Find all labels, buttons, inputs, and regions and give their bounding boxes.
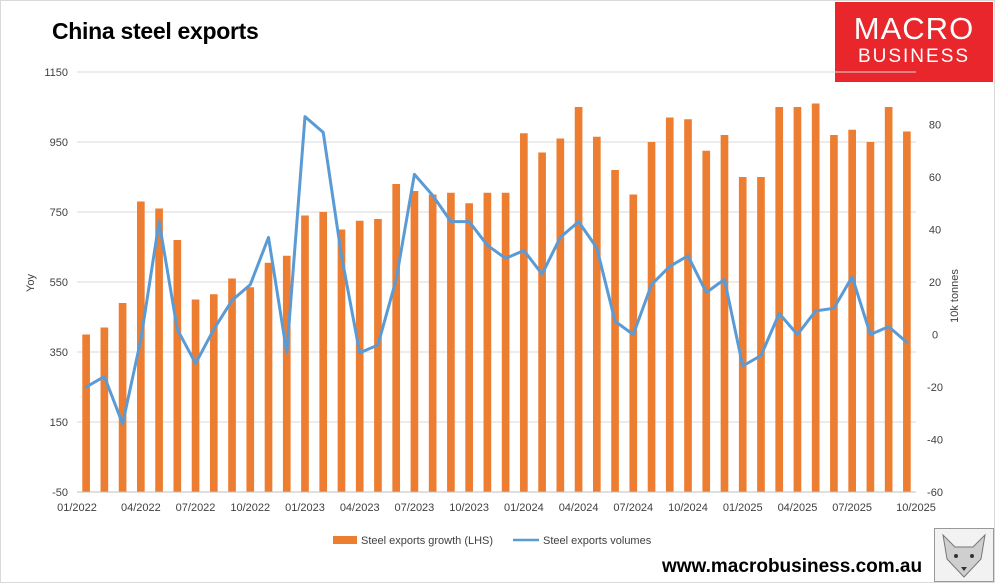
logo-line-2: BUSINESS xyxy=(857,46,971,67)
x-tick-label: 07/2025 xyxy=(832,502,872,514)
bar xyxy=(264,262,273,492)
right-tick-label: 0 xyxy=(932,330,938,342)
fox-mascot-image xyxy=(934,528,994,582)
bar xyxy=(501,192,510,492)
right-tick-label: 40 xyxy=(929,225,941,237)
bar xyxy=(137,201,145,492)
bar xyxy=(775,107,784,492)
legend-bar-label: Steel exports growth (LHS) xyxy=(361,535,493,547)
x-tick-label: 01/2022 xyxy=(57,502,97,514)
volume-line xyxy=(84,115,909,426)
left-tick-label: -50 xyxy=(52,487,68,499)
right-axis-title: 10k tonnes xyxy=(949,269,961,323)
bar xyxy=(209,294,218,492)
macrobusiness-logo[interactable]: MACRO BUSINESS xyxy=(835,2,993,82)
line-series xyxy=(84,115,909,426)
website-link[interactable]: www.macrobusiness.com.au xyxy=(662,556,923,577)
bar xyxy=(447,192,455,492)
bar xyxy=(884,107,893,492)
bar xyxy=(282,255,291,492)
bar xyxy=(647,142,656,492)
bar xyxy=(465,203,473,492)
right-tick-label: 80 xyxy=(929,120,941,132)
left-tick-label: 550 xyxy=(50,277,68,289)
bar xyxy=(392,184,401,492)
bar xyxy=(155,208,163,492)
x-tick-label: 10/2024 xyxy=(668,502,708,514)
x-tick-label: 04/2022 xyxy=(121,502,161,514)
bar xyxy=(574,107,583,492)
bar xyxy=(738,177,747,492)
right-axis: 80 60 40 20 0 -20 -40 -60 xyxy=(927,120,943,500)
x-tick-label: 01/2024 xyxy=(504,502,544,514)
x-tick-label: 07/2023 xyxy=(395,502,435,514)
bar xyxy=(428,194,437,492)
bar xyxy=(702,150,711,492)
bar xyxy=(538,152,546,492)
bar xyxy=(830,135,838,492)
bar xyxy=(848,129,856,492)
chart-title: China steel exports xyxy=(52,18,259,44)
legend-line-label: Steel exports volumes xyxy=(543,535,652,547)
bar xyxy=(191,299,200,492)
left-tick-label: 950 xyxy=(50,137,68,149)
bar xyxy=(246,287,255,492)
legend: Steel exports growth (LHS) Steel exports… xyxy=(333,535,652,547)
bar xyxy=(483,192,492,492)
x-tick-label: 04/2025 xyxy=(778,502,818,514)
right-tick-label: -40 xyxy=(927,435,943,447)
x-tick-label: 10/2023 xyxy=(449,502,489,514)
bar xyxy=(301,215,309,492)
bar xyxy=(611,170,619,492)
gridlines xyxy=(77,71,916,493)
bar xyxy=(665,117,674,492)
bar xyxy=(811,103,820,492)
bar xyxy=(793,107,802,492)
x-tick-label: 01/2025 xyxy=(723,502,763,514)
x-tick-label: 10/2025 xyxy=(896,502,936,514)
bar xyxy=(720,135,729,492)
left-axis-title: Yoy xyxy=(25,274,37,292)
bar xyxy=(374,219,382,492)
bar xyxy=(684,119,692,492)
x-axis: 01/2022 04/2022 07/2022 10/2022 01/2023 04/20… xyxy=(57,491,936,514)
right-tick-label: -60 xyxy=(927,487,943,499)
left-tick-label: 1150 xyxy=(44,67,68,79)
legend-bar-swatch xyxy=(333,536,357,544)
left-axis: 1150 950 750 550 350 150 -50 xyxy=(44,67,68,499)
bar xyxy=(556,138,565,492)
bar xyxy=(100,327,109,492)
bar xyxy=(903,131,911,492)
x-tick-label: 07/2022 xyxy=(176,502,216,514)
logo-line-1: MACRO xyxy=(853,11,975,46)
bar xyxy=(228,278,236,492)
bar xyxy=(173,240,182,492)
bar-series xyxy=(82,103,911,492)
left-tick-label: 150 xyxy=(50,417,68,429)
left-tick-label: 350 xyxy=(50,347,68,359)
right-tick-label: 20 xyxy=(929,277,941,289)
bar xyxy=(629,194,638,492)
x-tick-label: 10/2022 xyxy=(230,502,270,514)
bar xyxy=(82,334,90,492)
right-tick-label: 60 xyxy=(929,172,941,184)
bar xyxy=(410,191,419,492)
left-tick-label: 750 xyxy=(50,207,68,219)
bar xyxy=(355,220,364,492)
x-tick-label: 04/2024 xyxy=(559,502,599,514)
x-tick-label: 01/2023 xyxy=(285,502,325,514)
x-tick-label: 07/2024 xyxy=(613,502,653,514)
bar xyxy=(520,133,528,492)
right-tick-label: -20 xyxy=(927,382,943,394)
bar xyxy=(319,212,328,492)
x-tick-label: 04/2023 xyxy=(340,502,380,514)
bar xyxy=(757,177,765,492)
bar xyxy=(118,303,127,492)
bar xyxy=(866,142,875,492)
bar xyxy=(592,136,601,492)
bar xyxy=(337,229,346,492)
